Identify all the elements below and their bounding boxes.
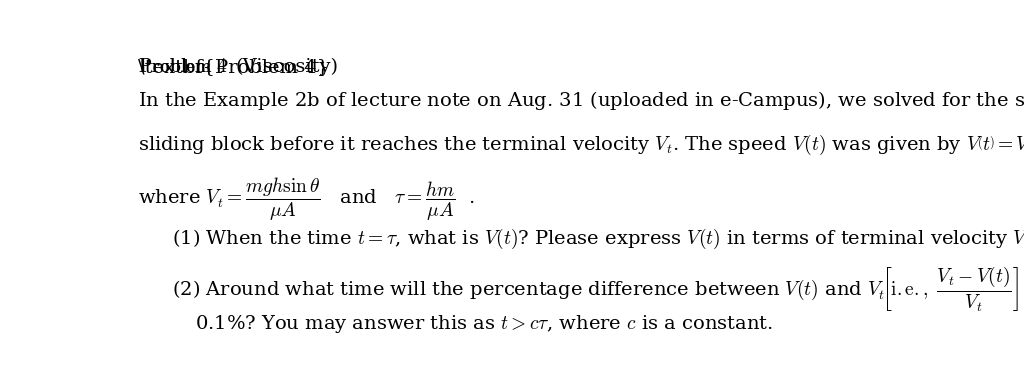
Text: (1) When the time $t=\tau$, what is $V(t)$? Please express $V(t)$ in terms of te: (1) When the time $t=\tau$, what is $V(t… — [172, 227, 1024, 251]
Text: where $V_t = \dfrac{mgh\sin\theta}{\mu A}$   and   $\tau = \dfrac{hm}{\mu A}$  .: where $V_t = \dfrac{mgh\sin\theta}{\mu A… — [138, 175, 475, 223]
Text: (2) Around what time will the percentage difference between $V(t)$ and $V_t\!\le: (2) Around what time will the percentage… — [172, 264, 1024, 314]
Text: 0.1%? You may answer this as $t>c\tau$, where $c$ is a constant.: 0.1%? You may answer this as $t>c\tau$, … — [196, 313, 773, 335]
Text: In the Example 2b of lecture note on Aug. 31 (uploaded in e-Campus), we solved f: In the Example 2b of lecture note on Aug… — [138, 89, 1024, 113]
Text: (Viscosity): (Viscosity) — [236, 58, 338, 76]
Text: \textbf{Problem 4}: \textbf{Problem 4} — [138, 58, 330, 76]
Text: sliding block before it reaches the terminal velocity $V_t$. The speed $V(t)$ wa: sliding block before it reaches the term… — [138, 129, 1024, 157]
Text: $\bf{Problem\ 4}$: $\bf{Problem\ 4}$ — [138, 58, 228, 76]
